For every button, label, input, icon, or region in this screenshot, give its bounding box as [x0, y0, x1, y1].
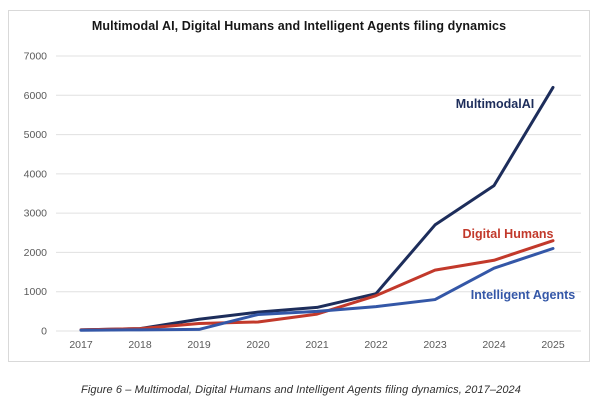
gridlines	[56, 55, 581, 332]
svg-text:2017: 2017	[69, 339, 93, 351]
figure-caption: Figure 6 – Multimodal, Digital Humans an…	[81, 384, 521, 396]
svg-text:2021: 2021	[305, 339, 329, 351]
series-lines	[79, 85, 555, 332]
svg-text:5000: 5000	[24, 129, 48, 141]
svg-text:7000: 7000	[24, 51, 48, 63]
svg-text:2023: 2023	[423, 339, 447, 351]
series-label-digital-humans: Digital Humans	[463, 227, 554, 241]
svg-text:2020: 2020	[246, 339, 270, 351]
svg-text:2000: 2000	[24, 247, 48, 259]
svg-text:4000: 4000	[24, 168, 48, 180]
svg-text:3000: 3000	[24, 208, 48, 220]
svg-text:6000: 6000	[24, 90, 48, 102]
series-label-intelligent-agents: Intelligent Agents	[471, 288, 575, 302]
svg-text:2024: 2024	[482, 339, 506, 351]
x-axis-tick-labels: 2017 2018 2019 2020 2021 2022 2023 2024 2025	[69, 339, 565, 351]
svg-text:1000: 1000	[24, 286, 48, 298]
svg-text:2025: 2025	[541, 339, 565, 351]
chart-title: Multimodal AI, Digital Humans and Intell…	[91, 19, 507, 33]
svg-text:2018: 2018	[128, 339, 152, 351]
series-label-multimodal-ai: MultimodalAI	[456, 97, 534, 111]
svg-text:2019: 2019	[187, 339, 211, 351]
chart-container: Multimodal AI, Digital Humans and Intell…	[8, 10, 590, 362]
y-axis-tick-labels: 0 1000 2000 3000 4000 5000 6000 7000	[24, 51, 48, 338]
svg-text:0: 0	[41, 326, 47, 338]
svg-text:2022: 2022	[364, 339, 388, 351]
